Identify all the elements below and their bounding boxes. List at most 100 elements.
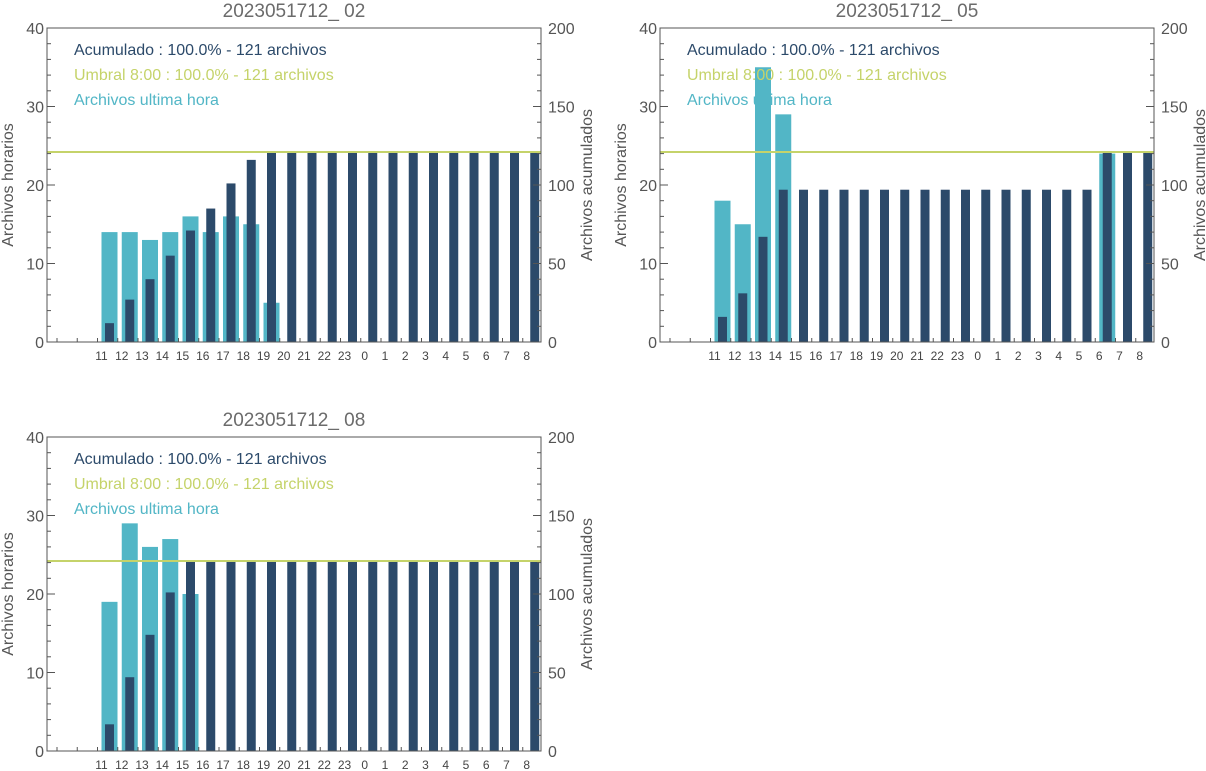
y2-tick-label: 100: [548, 178, 575, 195]
x-tick-label: 0: [974, 349, 981, 363]
x-tick-label: 1: [382, 758, 389, 771]
y2-tick-label: 0: [548, 335, 557, 352]
y-tick-label: 20: [639, 178, 657, 195]
x-tick-label: 19: [257, 349, 271, 363]
legend-entry: Acumulado : 100.0% - 121 archivos: [74, 451, 327, 468]
x-tick-label: 20: [277, 349, 291, 363]
x-tick-label: 1: [995, 349, 1002, 363]
legend-entry: Umbral 8:00 : 100.0% - 121 archivos: [74, 476, 334, 493]
bar-cumulative: [449, 561, 459, 751]
y-tick-label: 30: [639, 100, 657, 117]
x-tick-label: 17: [216, 349, 230, 363]
bar-cumulative: [125, 677, 135, 751]
bar-cumulative: [368, 152, 378, 342]
bar-cumulative: [408, 152, 418, 342]
bar-cumulative: [469, 561, 479, 751]
y-tick-label: 30: [26, 100, 44, 117]
x-tick-label: 5: [463, 758, 470, 771]
chart-title: 2023051712_ 02: [223, 1, 366, 22]
x-tick-label: 8: [523, 758, 530, 771]
x-tick-label: 1: [382, 349, 389, 363]
x-tick-label: 8: [1136, 349, 1143, 363]
bar-cumulative: [226, 561, 236, 751]
x-tick-label: 11: [708, 349, 721, 363]
x-tick-label: 19: [257, 758, 271, 771]
y2-tick-label: 0: [1161, 335, 1170, 352]
y2-tick-label: 50: [1161, 257, 1179, 274]
x-tick-label: 16: [196, 758, 210, 771]
bar-cumulative: [1001, 189, 1011, 342]
y2-tick-label: 100: [1161, 178, 1188, 195]
bar-cumulative: [1102, 152, 1112, 342]
x-tick-label: 6: [483, 349, 490, 363]
x-tick-label: 20: [890, 349, 904, 363]
bar-cumulative: [859, 189, 869, 342]
bar-cumulative: [1123, 152, 1132, 342]
bar-cumulative: [1042, 189, 1051, 342]
x-tick-label: 18: [237, 758, 251, 771]
y2-axis-label: Archivos acumulados: [579, 109, 596, 261]
bar-cumulative: [489, 561, 499, 751]
x-tick-label: 7: [503, 349, 510, 363]
legend-entry: Archivos ultima hora: [74, 92, 219, 109]
bar-cumulative: [246, 159, 256, 342]
x-tick-label: 15: [789, 349, 803, 363]
bar-cumulative: [880, 189, 889, 342]
bar-cumulative: [186, 230, 195, 342]
x-tick-label: 6: [483, 758, 490, 771]
x-tick-label: 15: [176, 349, 190, 363]
bar-cumulative: [267, 152, 276, 342]
x-tick-label: 0: [361, 349, 368, 363]
bar-cumulative: [718, 316, 727, 342]
x-tick-label: 3: [422, 758, 429, 771]
x-tick-label: 2: [402, 349, 409, 363]
y-tick-label: 40: [639, 21, 657, 38]
x-tick-label: 23: [338, 349, 352, 363]
x-tick-label: 22: [318, 758, 332, 771]
y-tick-label: 0: [648, 335, 657, 352]
bar-hourly: [101, 232, 118, 342]
bar-cumulative: [327, 152, 337, 342]
bar-cumulative: [307, 561, 317, 751]
x-tick-label: 17: [829, 349, 843, 363]
x-tick-label: 2: [402, 758, 409, 771]
bar-cumulative: [267, 561, 276, 751]
bar-cumulative: [530, 561, 540, 751]
x-tick-label: 22: [318, 349, 332, 363]
bar-cumulative: [839, 189, 849, 342]
bar-cumulative: [758, 236, 768, 342]
legend-entry: Archivos ultima hora: [687, 92, 832, 109]
x-tick-label: 13: [135, 349, 149, 363]
bar-cumulative: [145, 279, 155, 342]
bar-cumulative: [226, 183, 236, 342]
bar-cumulative: [186, 561, 195, 751]
chart-title: 2023051712_ 08: [223, 410, 366, 431]
x-tick-label: 11: [95, 349, 108, 363]
y-tick-label: 10: [639, 257, 657, 274]
x-tick-label: 14: [769, 349, 783, 363]
bar-cumulative: [1082, 189, 1092, 342]
bar-cumulative: [961, 189, 970, 342]
y2-tick-label: 150: [548, 100, 575, 117]
x-tick-label: 14: [156, 758, 170, 771]
x-tick-label: 3: [1035, 349, 1042, 363]
x-tick-label: 14: [156, 349, 170, 363]
bar-cumulative: [327, 561, 337, 751]
bar-cumulative: [388, 152, 398, 342]
x-tick-label: 23: [338, 758, 352, 771]
y2-tick-label: 150: [548, 509, 575, 526]
bar-cumulative: [165, 592, 175, 751]
bar-cumulative: [489, 152, 499, 342]
bar-cumulative: [920, 189, 930, 342]
x-tick-label: 12: [728, 349, 742, 363]
y2-tick-label: 50: [548, 257, 566, 274]
y2-tick-label: 200: [1161, 21, 1188, 38]
x-tick-label: 6: [1096, 349, 1103, 363]
y2-tick-label: 200: [548, 430, 575, 447]
y2-tick-label: 100: [548, 587, 575, 604]
y-tick-label: 10: [26, 666, 44, 683]
bar-cumulative: [145, 634, 155, 751]
x-tick-label: 3: [422, 349, 429, 363]
